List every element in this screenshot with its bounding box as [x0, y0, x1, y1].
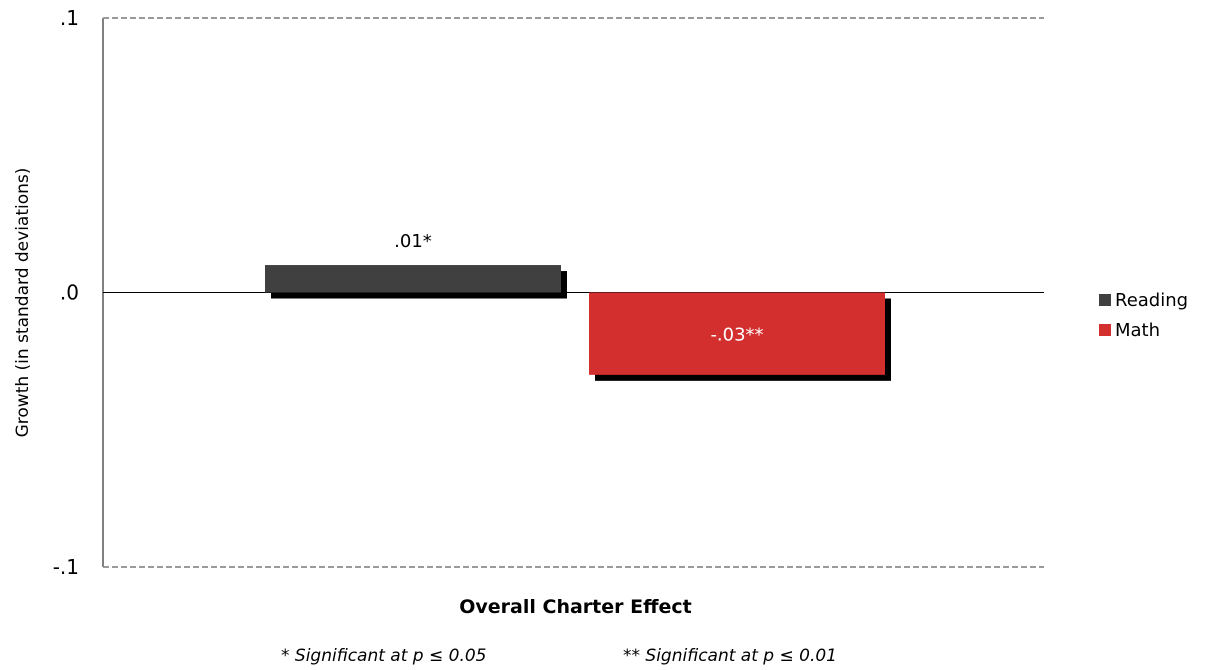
- bar-math: [589, 292, 885, 375]
- data-label-math: -.03**: [710, 325, 763, 346]
- chart-labels: .01* -.03** Overall Charter Effect: [394, 231, 763, 618]
- data-label-reading: .01*: [394, 231, 432, 252]
- chart-bars: [265, 265, 891, 381]
- y-axis-title: Growth (in standard deviations): [13, 168, 33, 438]
- legend-swatch-math: [1099, 324, 1111, 336]
- chart-axes: .1 .0 -.1 Growth (in standard deviations): [13, 6, 1044, 579]
- x-axis-title: Overall Charter Effect: [459, 596, 691, 618]
- legend-label-reading: Reading: [1115, 290, 1188, 311]
- legend-label-math: Math: [1115, 320, 1160, 341]
- legend-swatch-reading: [1099, 294, 1111, 306]
- y-tick-label: -.1: [53, 555, 79, 579]
- bar-reading: [265, 265, 561, 293]
- y-tick-label: .0: [60, 281, 79, 305]
- chart-legend: Reading Math: [1099, 290, 1188, 341]
- footnote-1: * Significant at p ≤ 0.05: [281, 646, 486, 666]
- footnote-2: ** Significant at p ≤ 0.01: [623, 646, 837, 666]
- chart-footnotes: * Significant at p ≤ 0.05 ** Significant …: [281, 646, 837, 666]
- y-tick-label: .1: [60, 6, 79, 30]
